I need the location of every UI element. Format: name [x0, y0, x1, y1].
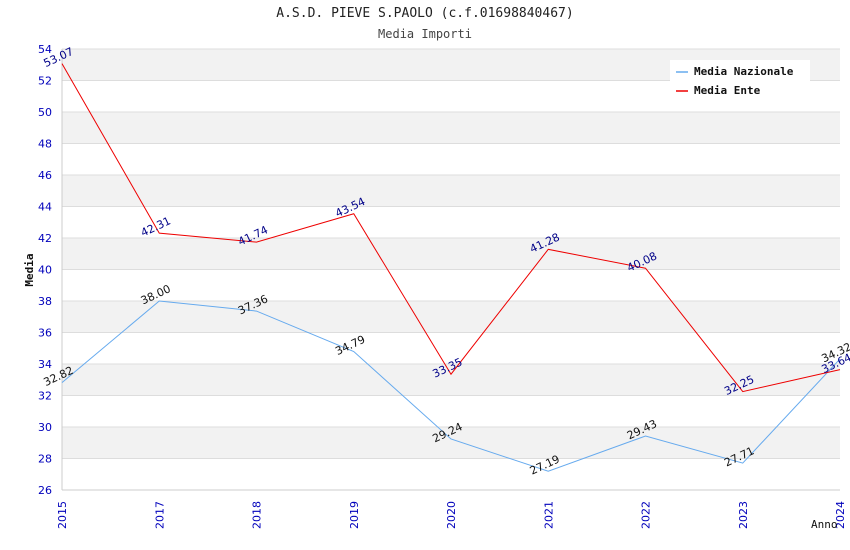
legend: Media Nazionale Media Ente — [670, 60, 810, 102]
x-tick-label: 2021 — [542, 501, 555, 529]
x-tick-label: 2024 — [834, 501, 847, 529]
grid-band — [62, 175, 840, 207]
x-axis-label: Anno — [811, 518, 838, 531]
x-tick-label: 2015 — [56, 501, 69, 529]
y-tick-label: 40 — [38, 264, 52, 277]
grid-band — [62, 143, 840, 175]
grid-bands — [62, 49, 840, 490]
y-tick-label: 50 — [38, 106, 52, 119]
y-tick-label: 54 — [38, 43, 52, 56]
grid-band — [62, 269, 840, 301]
y-tick-label: 52 — [38, 75, 52, 88]
series-line-media-nazionale — [61, 300, 841, 472]
y-tick-label: 36 — [38, 327, 52, 340]
y-tick-label: 34 — [38, 358, 52, 371]
grid-band — [62, 206, 840, 238]
axes — [61, 49, 840, 491]
legend-label-media-nazionale: Media Nazionale — [694, 65, 794, 78]
legend-box — [670, 60, 810, 102]
y-tick-label: 48 — [38, 138, 52, 151]
grid-band — [62, 332, 840, 364]
y-tick-label: 46 — [38, 169, 52, 182]
y-tick-label: 32 — [38, 390, 52, 403]
y-tick-label: 42 — [38, 232, 52, 245]
x-tick-labels: 2015 2017 2018 2019 2020 2021 2022 2023 2024 — [56, 501, 847, 529]
y-tick-label: 28 — [38, 453, 52, 466]
y-axis-label: Media — [23, 253, 36, 286]
chart-subtitle: Media Importi — [378, 27, 472, 41]
grid-band — [62, 112, 840, 144]
x-tick-label: 2018 — [251, 501, 264, 529]
grid-band — [62, 364, 840, 396]
series-line-media-ente — [61, 63, 841, 393]
grid-band — [62, 458, 840, 490]
y-tick-label: 44 — [38, 201, 52, 214]
y-tick-labels: 26 28 30 32 34 36 38 40 42 44 46 48 50 52 54 — [38, 43, 52, 497]
x-tick-label: 2019 — [348, 501, 361, 529]
grid-band — [62, 427, 840, 459]
x-tick-label: 2020 — [445, 501, 458, 529]
x-tick-label: 2023 — [737, 501, 750, 529]
series-lines — [61, 63, 841, 472]
y-tick-label: 38 — [38, 295, 52, 308]
legend-label-media-ente: Media Ente — [694, 84, 761, 97]
y-tick-label: 30 — [38, 421, 52, 434]
grid-band — [62, 301, 840, 333]
grid-band — [62, 395, 840, 427]
grid-band — [62, 238, 840, 270]
x-tick-label: 2022 — [640, 501, 653, 529]
x-tick-label: 2017 — [153, 501, 166, 529]
y-tick-label: 26 — [38, 484, 52, 497]
chart-title: A.S.D. PIEVE S.PAOLO (c.f.01698840467) — [276, 6, 574, 21]
